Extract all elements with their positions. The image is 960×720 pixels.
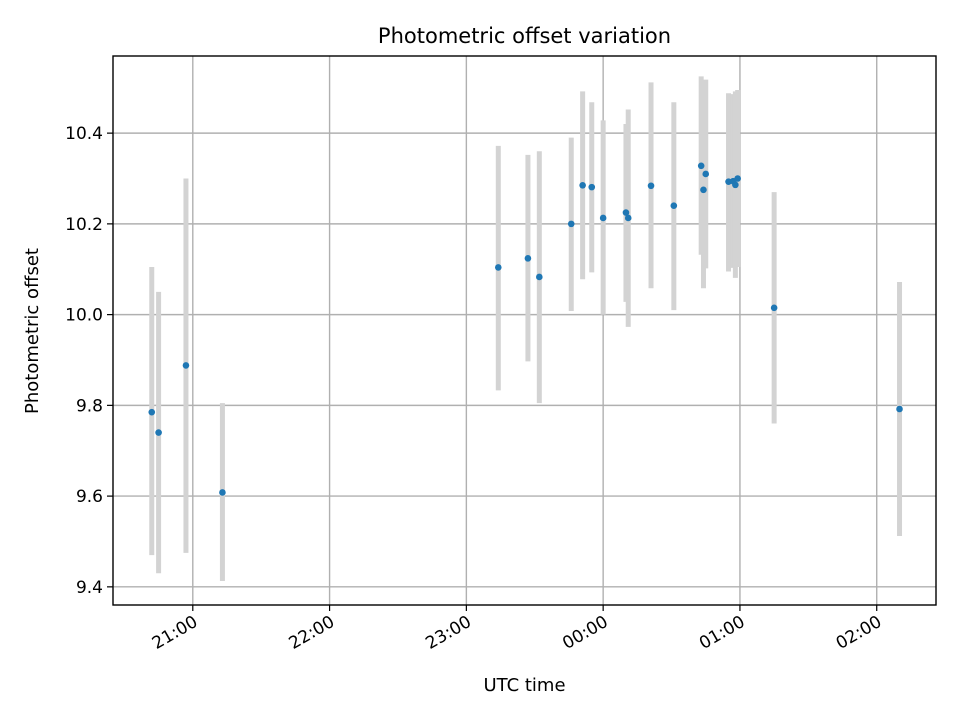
data-point [770, 304, 778, 312]
data-point [896, 405, 903, 413]
data-point [579, 182, 586, 189]
y-tick-label: 9.6 [76, 487, 103, 507]
y-tick-label: 10.0 [65, 306, 103, 326]
data-point [567, 220, 575, 228]
data-point [647, 182, 655, 190]
x-axis-label: UTC time [483, 675, 565, 696]
data-point [700, 186, 707, 194]
x-tick-label: 21:00 [149, 612, 201, 654]
errorbar-layer [149, 76, 903, 581]
data-point [494, 264, 502, 271]
data-point [734, 175, 741, 182]
x-tick-label: 22:00 [286, 612, 338, 654]
data-point [702, 170, 710, 178]
data-point [588, 183, 596, 191]
data-point [219, 489, 226, 496]
y-tick-label: 9.4 [76, 578, 103, 598]
y-axis-label: Photometric offset [22, 248, 43, 414]
y-tick-label: 10.4 [65, 124, 103, 144]
data-point [155, 429, 162, 436]
y-tick-label: 10.2 [65, 215, 103, 235]
x-tick-label: 01:00 [696, 612, 748, 654]
data-point [697, 162, 705, 170]
data-point [536, 273, 543, 281]
data-point [182, 362, 190, 369]
point-layer [148, 162, 903, 496]
data-point [148, 408, 156, 416]
data-point [624, 214, 632, 222]
data-point [670, 202, 678, 210]
x-tick-label: 23:00 [422, 612, 474, 654]
data-point [732, 181, 739, 189]
x-tick-label: 00:00 [559, 612, 611, 654]
plot-frame [112, 55, 937, 606]
chart-title: Photometric offset variation [378, 24, 671, 48]
data-point [524, 255, 532, 262]
y-tick-label: 9.8 [76, 396, 103, 416]
data-point [622, 209, 630, 216]
grid-layer [113, 56, 936, 605]
x-tick-label: 02:00 [833, 612, 885, 654]
data-point [599, 214, 607, 222]
